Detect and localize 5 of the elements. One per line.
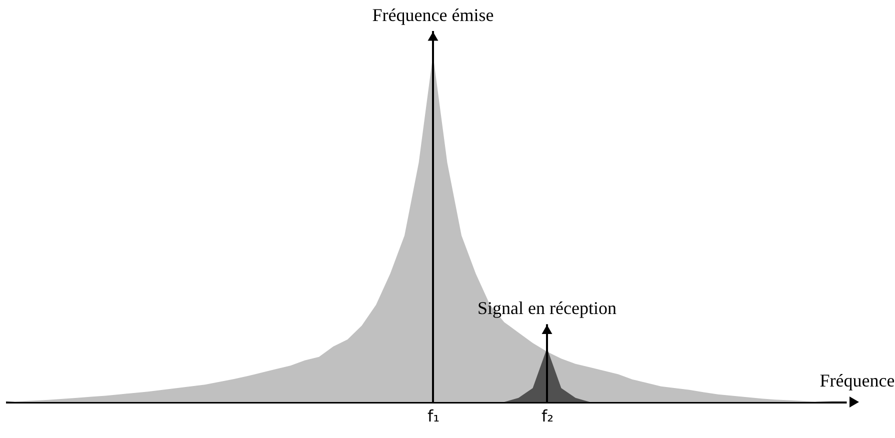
x-axis-title: Fréquence xyxy=(820,370,895,390)
x-tick-label: f₁ xyxy=(427,406,440,426)
annotation: Fréquence émise xyxy=(372,5,494,25)
annotation: Signal en réception xyxy=(478,298,616,318)
x-tick-label: f₂ xyxy=(541,406,554,426)
